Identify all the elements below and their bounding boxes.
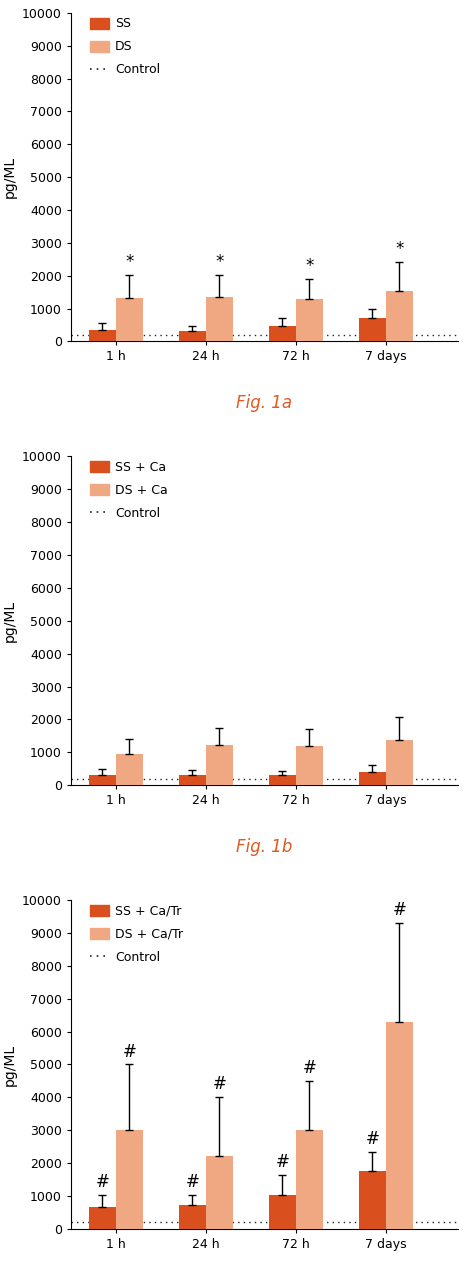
Text: #: # (365, 1130, 379, 1148)
Bar (206, 1157, 233, 1229)
Text: #: # (185, 1172, 199, 1190)
Bar (116, 754, 143, 785)
Bar (386, 1021, 413, 1229)
Text: Fig. 1a: Fig. 1a (236, 394, 292, 412)
Bar (179, 776, 206, 785)
Text: *: * (305, 257, 313, 275)
Bar (206, 297, 233, 342)
Bar (269, 326, 296, 342)
Legend: SS, DS, Control: SS, DS, Control (85, 13, 165, 82)
Bar (386, 740, 413, 785)
Bar (359, 319, 386, 342)
Text: #: # (303, 1059, 316, 1076)
Text: *: * (395, 239, 404, 259)
Bar (269, 774, 296, 785)
Text: #: # (275, 1153, 289, 1171)
Text: #: # (95, 1172, 109, 1190)
Y-axis label: pg/ML: pg/ML (2, 600, 17, 641)
Bar (179, 332, 206, 342)
Bar (206, 745, 233, 785)
Y-axis label: pg/ML: pg/ML (2, 156, 17, 198)
Bar (359, 1171, 386, 1229)
Bar (89, 774, 116, 785)
Bar (269, 1196, 296, 1229)
Bar (296, 1130, 323, 1229)
Bar (386, 292, 413, 342)
Bar (89, 330, 116, 342)
Text: *: * (125, 253, 134, 271)
Text: #: # (212, 1075, 226, 1093)
Bar (296, 300, 323, 342)
Bar (116, 1130, 143, 1229)
Bar (116, 298, 143, 342)
Legend: SS + Ca/Tr, DS + Ca/Tr, Control: SS + Ca/Tr, DS + Ca/Tr, Control (85, 900, 188, 969)
Text: #: # (392, 901, 406, 919)
Bar (89, 1207, 116, 1229)
Text: #: # (122, 1042, 136, 1061)
Text: *: * (215, 253, 224, 271)
Y-axis label: pg/ML: pg/ML (2, 1043, 17, 1085)
Bar (296, 746, 323, 785)
Bar (179, 1206, 206, 1229)
Bar (359, 772, 386, 785)
Text: Fig. 1b: Fig. 1b (236, 837, 293, 856)
Legend: SS + Ca, DS + Ca, Control: SS + Ca, DS + Ca, Control (85, 456, 173, 525)
